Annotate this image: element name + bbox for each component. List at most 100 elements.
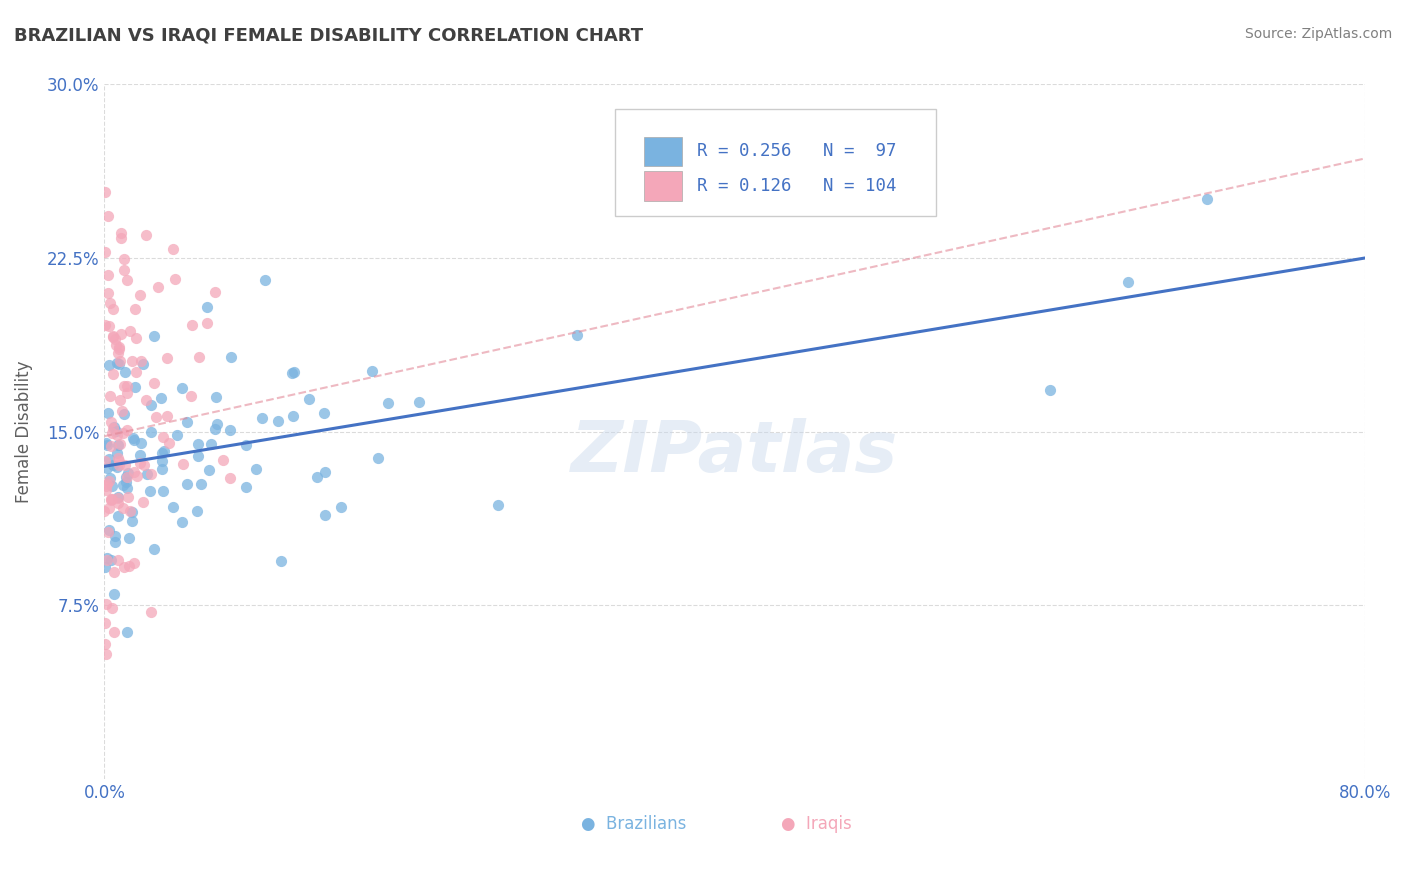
Point: [122, 433, 145, 447]
Point: [153, 443, 176, 458]
Point: [107, 491, 129, 505]
Point: [486, 499, 509, 513]
Point: [104, 529, 127, 543]
Text: ●  Iraqis: ● Iraqis: [782, 815, 852, 833]
Point: [93, 559, 115, 574]
Point: [96, 550, 118, 565]
Point: [94, 615, 117, 630]
Point: [283, 365, 305, 379]
Point: [141, 398, 163, 412]
Point: [136, 467, 159, 482]
Point: [298, 392, 321, 406]
Point: [139, 425, 162, 440]
Point: [314, 465, 336, 479]
Point: [1197, 192, 1219, 206]
Point: [96, 553, 118, 567]
Point: [112, 263, 135, 277]
Point: [103, 419, 125, 434]
Point: [122, 432, 145, 446]
Point: [96, 483, 118, 498]
Point: [115, 470, 138, 484]
Point: [254, 273, 277, 287]
Y-axis label: Female Disability: Female Disability: [15, 360, 32, 503]
Point: [111, 426, 134, 441]
Point: [117, 558, 139, 573]
Point: [101, 458, 124, 472]
Point: [117, 481, 139, 495]
Point: [100, 491, 122, 506]
Point: [180, 318, 202, 332]
Point: [124, 465, 146, 479]
Point: [107, 490, 129, 504]
Point: [103, 624, 125, 639]
Point: [94, 454, 117, 468]
Point: [107, 437, 129, 451]
Point: [235, 480, 257, 494]
Point: [125, 365, 148, 379]
Point: [125, 468, 148, 483]
Point: [125, 331, 148, 345]
Point: [162, 500, 184, 514]
Point: [112, 478, 135, 492]
Point: [152, 483, 174, 498]
Point: [98, 358, 121, 372]
Text: R = 0.256   N =  97: R = 0.256 N = 97: [697, 143, 896, 161]
Point: [170, 381, 193, 395]
Point: [190, 476, 212, 491]
Point: [117, 490, 139, 504]
Point: [270, 554, 292, 568]
Point: [166, 428, 188, 442]
Point: [110, 326, 132, 341]
Point: [197, 463, 219, 477]
Point: [110, 437, 132, 451]
Point: [103, 566, 125, 580]
Point: [361, 364, 384, 378]
Point: [96, 437, 118, 451]
Point: [186, 503, 208, 517]
Point: [118, 531, 141, 545]
Point: [97, 452, 120, 467]
Point: [129, 448, 152, 462]
Point: [124, 380, 146, 394]
Point: [187, 350, 209, 364]
Text: ●  Brazilians: ● Brazilians: [581, 815, 686, 833]
Point: [101, 426, 124, 441]
Point: [187, 437, 209, 451]
Point: [100, 439, 122, 453]
Point: [100, 493, 122, 508]
Point: [150, 454, 173, 468]
Point: [104, 332, 127, 346]
Point: [100, 553, 122, 567]
Point: [176, 476, 198, 491]
Point: [108, 354, 131, 368]
Point: [94, 647, 117, 661]
Point: [97, 209, 120, 223]
Point: [267, 414, 290, 428]
Point: [305, 469, 328, 483]
Point: [281, 366, 304, 380]
Point: [101, 479, 124, 493]
Point: [105, 337, 128, 351]
Point: [124, 556, 146, 570]
Point: [115, 475, 138, 489]
Point: [120, 504, 142, 518]
FancyBboxPatch shape: [644, 171, 682, 201]
Point: [107, 346, 129, 360]
Text: ZIPatlas: ZIPatlas: [571, 418, 898, 487]
Point: [211, 453, 233, 467]
Point: [105, 428, 128, 442]
Point: [162, 242, 184, 256]
Point: [100, 491, 122, 506]
Point: [98, 318, 121, 333]
Point: [165, 272, 187, 286]
Point: [219, 424, 242, 438]
Point: [97, 525, 120, 540]
Point: [156, 351, 179, 366]
Point: [129, 288, 152, 302]
Point: [97, 268, 120, 282]
Point: [110, 230, 132, 244]
Point: [117, 466, 139, 480]
Point: [152, 430, 174, 444]
Point: [112, 407, 135, 421]
Point: [94, 637, 117, 651]
